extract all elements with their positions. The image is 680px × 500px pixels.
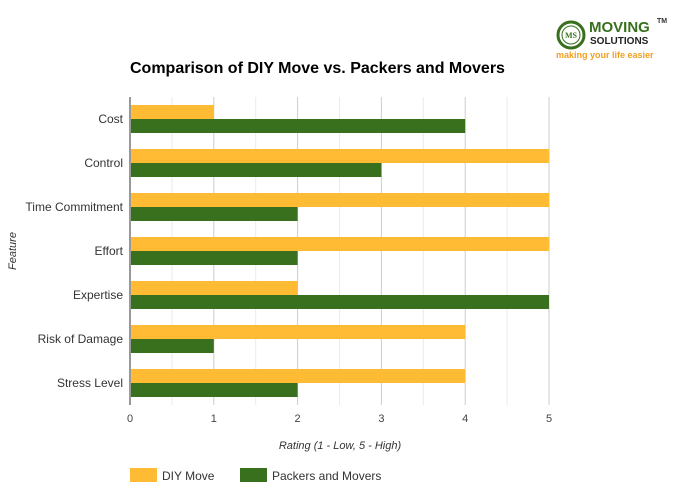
logo-badge-text: MS <box>565 31 578 40</box>
bar-diy-move <box>131 237 549 251</box>
logo-word-solutions: SOLUTIONS <box>590 36 649 47</box>
globe-logo-icon: MS <box>556 20 586 50</box>
bar-packers-and-movers <box>131 383 298 397</box>
x-tick-label: 1 <box>211 413 217 425</box>
bar-diy-move <box>131 369 466 383</box>
x-tick-label: 4 <box>462 413 468 425</box>
x-tick-label: 5 <box>546 413 552 425</box>
legend-swatch <box>130 468 157 482</box>
x-tick-label: 0 <box>127 413 133 425</box>
y-tick-label: Stress Level <box>57 376 123 390</box>
y-axis-label: Feature <box>7 232 19 270</box>
legend-swatch <box>240 468 267 482</box>
bar-diy-move <box>131 149 549 163</box>
legend-label: Packers and Movers <box>272 469 381 483</box>
y-tick-label: Cost <box>98 112 123 126</box>
y-tick-label: Control <box>84 156 123 170</box>
x-axis-label: Rating (1 - Low, 5 - High) <box>279 440 402 452</box>
logo-trademark: TM <box>657 18 668 25</box>
bar-packers-and-movers <box>131 163 382 177</box>
y-tick-label: Time Commitment <box>25 200 123 214</box>
x-tick-label: 2 <box>295 413 301 425</box>
bar-packers-and-movers <box>131 119 466 133</box>
chart-title: Comparison of DIY Move vs. Packers and M… <box>130 60 505 77</box>
moving-solutions-logo: MS MOVING TM SOLUTIONS making your life … <box>556 18 680 64</box>
y-tick-label: Expertise <box>73 288 123 302</box>
bar-diy-move <box>131 281 298 295</box>
bar-packers-and-movers <box>131 207 298 221</box>
logo-word-moving: MOVING <box>589 19 650 36</box>
bar-packers-and-movers <box>131 339 214 353</box>
logo-tagline: making your life easier <box>556 50 654 60</box>
legend-label: DIY Move <box>162 469 215 483</box>
bar-diy-move <box>131 105 214 119</box>
bar-packers-and-movers <box>131 295 549 309</box>
bar-diy-move <box>131 325 466 339</box>
y-tick-label: Risk of Damage <box>38 332 124 346</box>
y-tick-label: Effort <box>95 244 124 258</box>
bar-packers-and-movers <box>131 251 298 265</box>
x-tick-label: 3 <box>378 413 384 425</box>
bar-diy-move <box>131 193 549 207</box>
